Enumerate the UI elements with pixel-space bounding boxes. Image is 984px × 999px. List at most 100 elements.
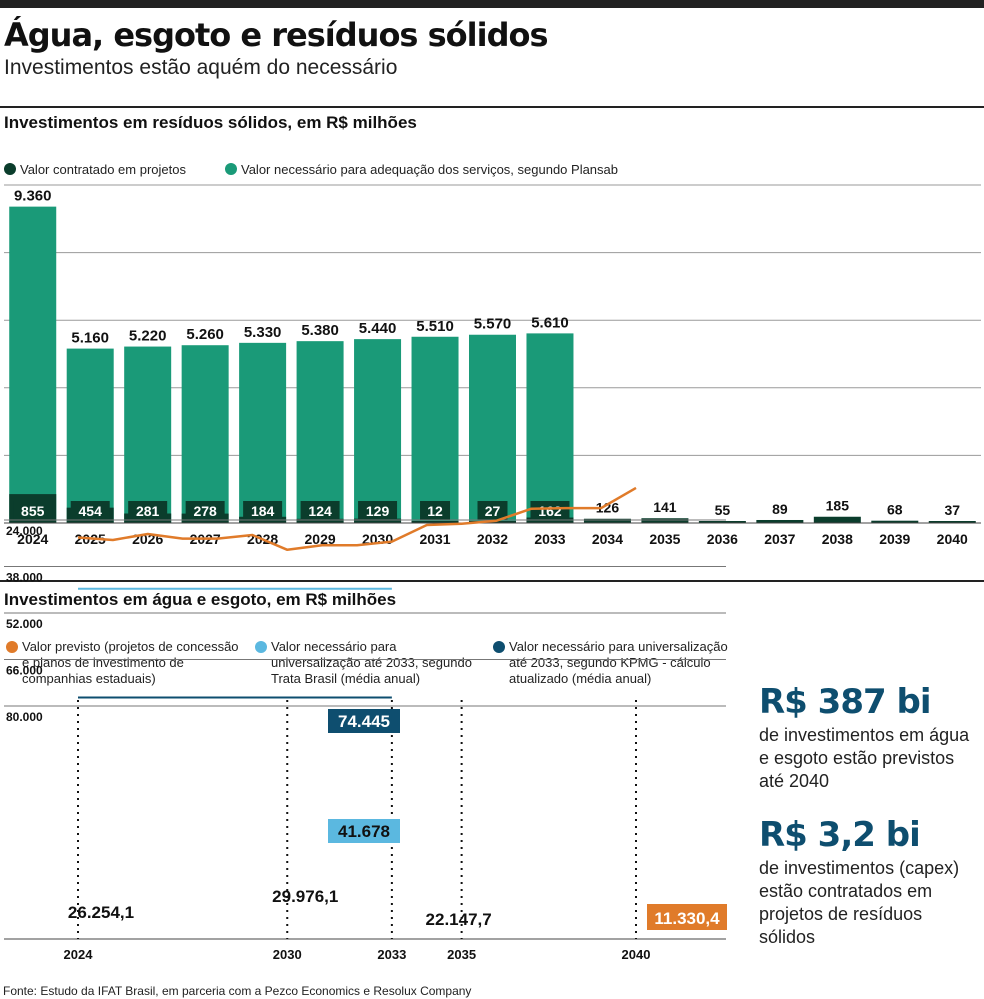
bar-contracted — [871, 520, 919, 523]
y-tick-label: 80.000 — [6, 710, 43, 724]
bar-needed-label: 5.220 — [129, 328, 167, 345]
x-tick-label: 2040 — [622, 947, 651, 962]
value-label-bg — [328, 819, 400, 843]
bar-needed-label: 5.510 — [416, 318, 454, 335]
legend-planned: Valor previsto (projetos de concessão e … — [22, 639, 239, 686]
legend-planned-swatch — [6, 641, 18, 653]
bar-needed — [124, 346, 172, 523]
x-tick-label: 2033 — [377, 947, 406, 962]
bar-contracted — [641, 518, 689, 523]
bar-needed-label: 5.160 — [71, 330, 109, 347]
bar-contracted-label: 281 — [136, 503, 160, 519]
bar-contracted-label-bg — [358, 501, 398, 520]
note-water-sewage-text: de investimentos em água e esgoto estão … — [759, 725, 970, 791]
bar-needed-label: 9.360 — [14, 188, 52, 205]
legend-kpmg: Valor necessário para universalização at… — [509, 639, 728, 686]
page-title: Água, esgoto e resíduos sólidos — [4, 16, 549, 54]
page-subtitle: Investimentos estão aquém do necessário — [4, 56, 398, 79]
bar-needed-label: 5.440 — [359, 320, 397, 337]
legend-trata: Valor necessário para universalização at… — [271, 639, 472, 686]
legend-contracted-swatch — [4, 163, 16, 175]
bar-contracted-label: 124 — [308, 503, 332, 519]
bar-contracted-label: 55 — [715, 502, 731, 518]
bar-contracted-label-bg — [13, 501, 53, 520]
x-tick-label: 2031 — [419, 531, 450, 547]
note-water-sewage-value: R$ 387 bi — [759, 682, 931, 722]
bar-needed — [239, 342, 287, 523]
bar-contracted-label: 855 — [21, 503, 45, 519]
legend-kpmg-swatch — [493, 641, 505, 653]
x-tick-label: 2032 — [477, 531, 508, 547]
source-footer: Fonte: Estudo da IFAT Brasil, em parceri… — [3, 984, 472, 998]
y-tick-label: 38.000 — [6, 571, 43, 585]
note-solid-waste-value: R$ 3,2 bi — [759, 815, 921, 855]
legend-trata-swatch — [255, 641, 267, 653]
bar-contracted — [411, 521, 459, 523]
bar-contracted-label: 141 — [653, 499, 677, 515]
x-tick-label: 2035 — [447, 947, 476, 962]
planned-line — [77, 486, 637, 552]
legend-needed: Valor necessário para adequação dos serv… — [241, 162, 618, 177]
bar-contracted — [698, 521, 746, 523]
bar-contracted-label: 12 — [427, 503, 443, 519]
bar-needed — [354, 339, 402, 523]
section-divider — [0, 580, 984, 582]
bar-contracted-label-bg — [300, 501, 340, 520]
bar-needed — [526, 333, 574, 523]
bar-contracted-label: 89 — [772, 501, 788, 517]
bar-contracted-label: 37 — [944, 502, 960, 518]
bar-contracted — [813, 516, 861, 523]
bar-contracted-label-bg — [477, 501, 508, 520]
x-tick-label: 2034 — [592, 531, 623, 547]
section-divider — [0, 106, 984, 108]
bar-needed-label: 5.330 — [244, 324, 282, 341]
x-tick-label: 2037 — [764, 531, 795, 547]
bar-contracted-label-bg — [243, 501, 283, 520]
bar-needed-label: 5.260 — [186, 326, 224, 343]
bar-contracted-label: 129 — [366, 503, 390, 519]
value-label: 74.445 — [338, 712, 390, 731]
value-label: 22.147,7 — [426, 910, 492, 929]
y-tick-label: 52.000 — [6, 617, 43, 631]
note-water-sewage: R$ 387 bi de investimentos em água e esg… — [759, 682, 979, 793]
x-tick-label: 2039 — [879, 531, 910, 547]
x-tick-label: 2033 — [534, 531, 565, 547]
bar-contracted-label-bg — [128, 501, 168, 520]
bar-contracted-label: 27 — [485, 503, 501, 519]
value-label: 11.330,4 — [654, 909, 720, 928]
bar-contracted-label: 454 — [79, 503, 103, 519]
bar-contracted-label-bg — [70, 501, 110, 520]
bar-contracted-label-bg — [420, 501, 451, 520]
y-tick-label: 24.000 — [6, 524, 43, 538]
bar-contracted — [296, 518, 344, 523]
bar-needed — [296, 341, 344, 523]
top-bar — [0, 0, 984, 8]
x-tick-label: 2030 — [273, 947, 302, 962]
bar-needed-label: 5.610 — [531, 314, 569, 331]
bar-contracted-label: 126 — [596, 500, 620, 516]
bar-contracted-label: 162 — [538, 503, 562, 519]
bar-chart: 9.36085520245.16045420255.22028120265.26… — [4, 184, 981, 547]
value-label: 41.678 — [338, 822, 390, 841]
bar-needed — [181, 345, 229, 523]
value-label-bg — [328, 709, 400, 733]
bar-needed — [469, 334, 516, 523]
line-chart-title: Investimentos em água e esgoto, em R$ mi… — [4, 590, 397, 609]
bar-contracted-label: 278 — [193, 503, 217, 519]
x-tick-label: 2024 — [17, 531, 48, 547]
x-tick-label: 2035 — [649, 531, 680, 547]
value-label: 26.254,1 — [68, 903, 134, 922]
x-tick-label: 2024 — [64, 947, 94, 962]
bar-needed-label: 5.380 — [301, 322, 339, 339]
bar-contracted-label: 185 — [826, 498, 850, 514]
bar-chart-title: Investimentos em resíduos sólidos, em R$… — [4, 113, 417, 132]
bar-needed — [411, 336, 459, 523]
note-solid-waste: R$ 3,2 bi de investimentos (capex) estão… — [759, 815, 979, 949]
value-label: 29.976,1 — [272, 887, 338, 906]
bar-contracted-label: 68 — [887, 502, 903, 518]
bar-needed-label: 5.570 — [474, 316, 512, 333]
legend-contracted: Valor contratado em projetos — [20, 162, 186, 177]
bar-needed — [66, 348, 114, 523]
bar-contracted — [354, 518, 402, 523]
